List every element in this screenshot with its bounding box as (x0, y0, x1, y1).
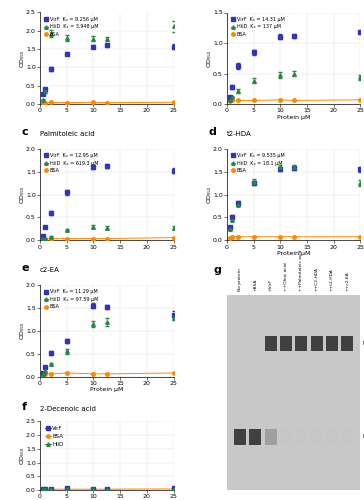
Text: No protein: No protein (238, 268, 242, 291)
X-axis label: Protein μM: Protein μM (90, 387, 123, 392)
Y-axis label: OD₅₅₀: OD₅₅₀ (207, 50, 211, 67)
Legend: VirF, BSA, HiiD: VirF, BSA, HiiD (43, 424, 66, 449)
Y-axis label: OD₅₅₀: OD₅₅₀ (20, 447, 25, 464)
Y-axis label: OD₅₅₀: OD₅₅₀ (20, 322, 25, 340)
Text: +VirF: +VirF (269, 279, 273, 291)
Legend: VirF  Kₓ = 9.535 μM, HiiD  Kₓ = 18.1 μM, BSA: VirF Kₓ = 9.535 μM, HiiD Kₓ = 18.1 μM, B… (229, 151, 286, 175)
Y-axis label: OD₅₅₀: OD₅₅₀ (206, 186, 211, 203)
Legend: VirF  Kₓ = 12.95 μM, HiiD  Kₓ = 619.3 μM, BSA: VirF Kₓ = 12.95 μM, HiiD Kₓ = 619.3 μM, … (43, 151, 100, 175)
Text: ++c2-EA: ++c2-EA (345, 272, 349, 291)
Bar (265, 428, 277, 445)
Text: ++t2-HDA: ++t2-HDA (330, 268, 334, 291)
Text: ++Palmitoleic acid: ++Palmitoleic acid (299, 250, 303, 291)
Y-axis label: OD₅₅₀: OD₅₅₀ (20, 50, 25, 67)
Bar (295, 336, 307, 350)
Bar (280, 336, 292, 350)
Legend: VirF  Kₓ = 11.29 μM, HiiD  Kₓ = 97.59 μM, BSA: VirF Kₓ = 11.29 μM, HiiD Kₓ = 97.59 μM, … (43, 288, 100, 311)
Bar (234, 428, 246, 445)
Bar (341, 428, 353, 445)
Bar (249, 428, 261, 445)
Text: 2-Decenoic acid: 2-Decenoic acid (40, 406, 96, 412)
Bar (326, 428, 338, 445)
Text: ++Oleic acid: ++Oleic acid (284, 262, 288, 291)
Text: +BSA: +BSA (253, 279, 257, 291)
Text: ++C2-HDA: ++C2-HDA (314, 267, 318, 291)
Text: Free DNA: Free DNA (363, 434, 364, 439)
X-axis label: Protein μM: Protein μM (277, 251, 310, 256)
Text: t2-HDA: t2-HDA (227, 131, 252, 137)
Text: Palmitoleic acid: Palmitoleic acid (40, 131, 95, 137)
Bar (280, 428, 292, 445)
Text: g: g (214, 265, 221, 275)
Text: e: e (21, 263, 29, 273)
Y-axis label: OD₅₅₀: OD₅₅₀ (20, 186, 25, 203)
Bar (310, 428, 323, 445)
Bar (295, 428, 307, 445)
Legend: VirF  Kₓ = 8.256 μM, HiiD  Kₓ = 3.948 μM, BSA: VirF Kₓ = 8.256 μM, HiiD Kₓ = 3.948 μM, … (43, 15, 100, 38)
Bar (310, 336, 323, 350)
Bar (341, 336, 353, 350)
Bar (326, 336, 338, 350)
Text: c2-EA: c2-EA (40, 267, 60, 273)
Text: Bound DNA: Bound DNA (363, 341, 364, 346)
Bar (265, 336, 277, 350)
Legend: VirF  Kₓ = 14.31 μM, HiiD  Kₓ = 137 μM, BSA: VirF Kₓ = 14.31 μM, HiiD Kₓ = 137 μM, BS… (229, 15, 286, 38)
Text: d: d (208, 127, 216, 137)
Text: f: f (21, 402, 26, 412)
Text: c: c (21, 127, 28, 137)
X-axis label: Protein μM: Protein μM (277, 114, 310, 119)
